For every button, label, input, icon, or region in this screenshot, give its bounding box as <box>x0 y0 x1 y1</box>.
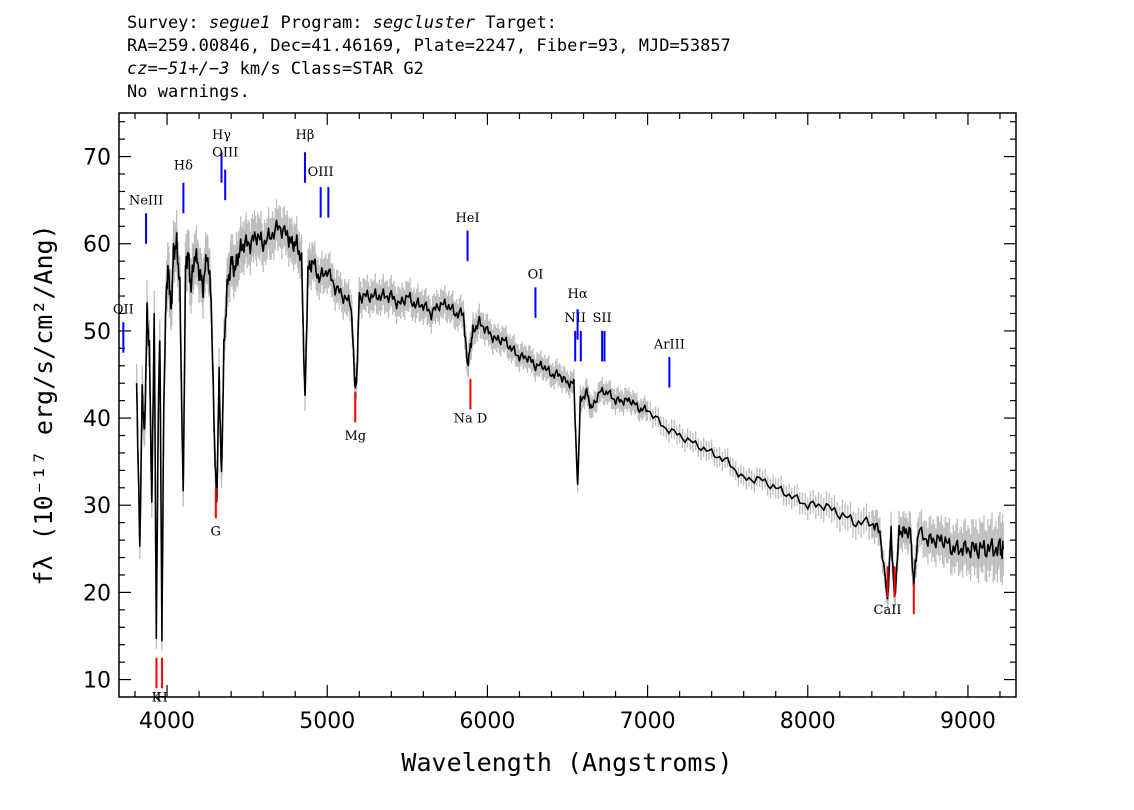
x-tick-label: 8000 <box>780 709 836 734</box>
emission-line-h-label: Hγ <box>212 128 231 143</box>
emission-line-h-label: Hδ <box>174 159 193 174</box>
spectrum-header: Survey: segue1 Program: segcluster Targe… <box>127 12 1027 104</box>
y-tick-label: 50 <box>83 320 111 345</box>
emission-line-oii-label: OII <box>113 302 134 317</box>
cz-value: =−51+/−3 <box>147 59 230 79</box>
cz-label: cz <box>127 59 148 79</box>
axes-layer: 4000 5000 6000 7000 8000 9000 10 20 30 40 50 60 70 <box>83 113 1016 734</box>
emission-line-ariii-label: ArIII <box>653 337 685 352</box>
absorption-line-k-label: K <box>152 690 162 705</box>
flux-line <box>135 219 1004 642</box>
y-tick-label: 30 <box>83 494 111 519</box>
emission-line-oiii-label: OIII <box>212 146 238 161</box>
header-line-1: Survey: segue1 Program: segcluster Targe… <box>127 12 1027 35</box>
y-tick-label: 20 <box>83 581 111 606</box>
absorption-line-h-label: H <box>156 690 167 705</box>
emission-line-oi-label: OI <box>528 268 544 283</box>
y-axis-title: fλ (10⁻¹⁷ erg/s/cm²/Ang) <box>29 224 58 585</box>
program-value: segcluster <box>372 13 476 33</box>
program-label: Program: <box>270 13 373 33</box>
header-line-3: cz=−51+/−3 km/s Class=STAR G2 <box>127 58 1027 81</box>
error-band-layer <box>135 199 1004 652</box>
emission-line-oiii-label: OIII <box>308 165 334 180</box>
absorption-line-nad-label: Na D <box>454 411 488 426</box>
x-tick-label: 9000 <box>940 709 996 734</box>
header-line-2: RA=259.00846, Dec=41.46169, Plate=2247, … <box>127 36 731 56</box>
flux-layer <box>135 219 1004 642</box>
y-tick-label: 60 <box>83 233 111 258</box>
x-axis-title: Wavelength (Angstroms) <box>401 748 732 777</box>
plot-frame <box>118 112 1017 698</box>
survey-value: segue1 <box>208 13 271 33</box>
survey-label: Survey: <box>127 13 209 33</box>
y-tick-label: 40 <box>83 407 111 432</box>
x-tick-label: 7000 <box>620 709 676 734</box>
emission-line-nii-label: NII <box>564 311 586 326</box>
emission-line-sii-label: SII <box>593 311 612 326</box>
emission-line-h-label: Hβ <box>296 128 315 143</box>
emission-line-hei-label: HeI <box>455 211 479 226</box>
emission-line-h-label: Hα <box>568 287 588 302</box>
absorption-line-caii-label: CaII <box>874 603 902 618</box>
x-tick-label: 6000 <box>459 709 515 734</box>
header-line-4: No warnings. <box>127 82 250 102</box>
spectral-lines-layer: OII NeIII Hδ Hγ OIII Hβ OIII HeI OI NII Hα SII ArIII… <box>113 128 915 705</box>
class-info: km/s Class=STAR G2 <box>229 59 424 79</box>
x-tick-label: 4000 <box>139 709 195 734</box>
y-tick-label: 10 <box>83 669 111 694</box>
y-tick-label: 70 <box>83 146 111 171</box>
x-tick-label: 5000 <box>299 709 355 734</box>
absorption-line-mg-label: Mg <box>344 429 366 444</box>
emission-line-neiii-label: NeIII <box>129 194 163 209</box>
absorption-line-g-label: G <box>211 525 221 540</box>
target-label: Target: <box>475 13 557 33</box>
